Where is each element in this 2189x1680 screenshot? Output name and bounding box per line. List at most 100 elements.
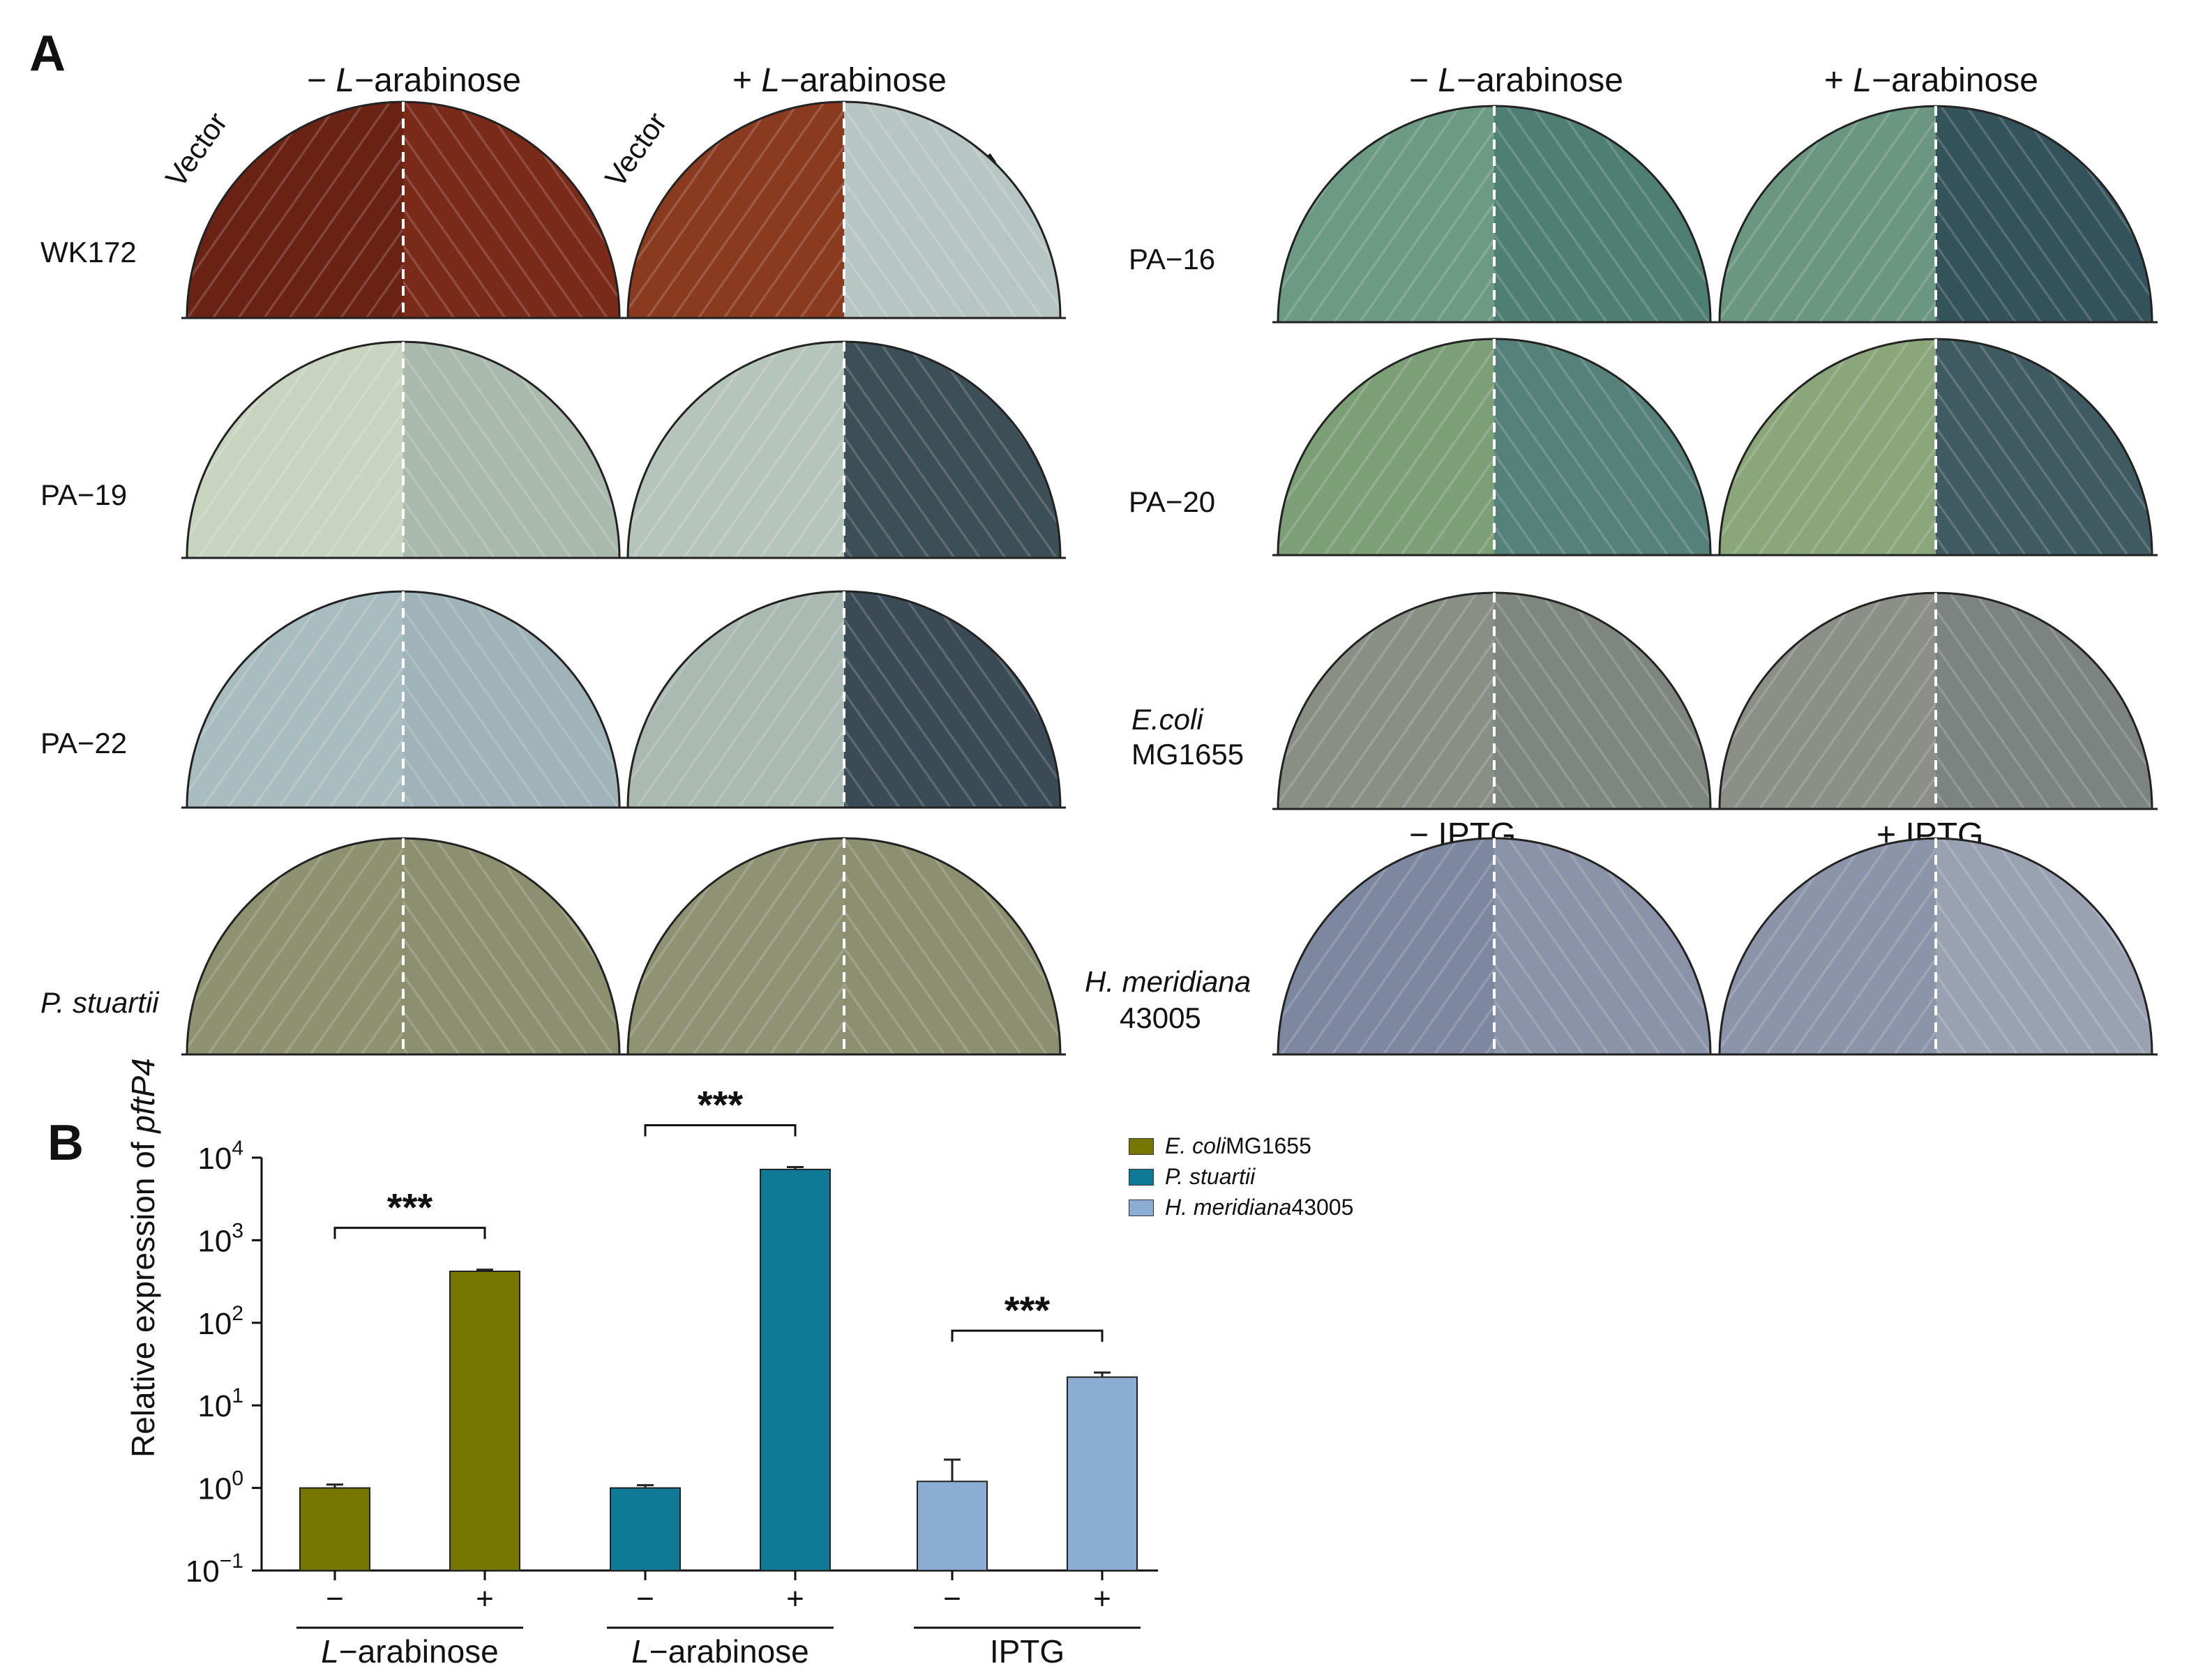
y-axis-label-text: Relative expression of <box>125 1133 161 1458</box>
plate-left-plus-0 <box>622 100 1066 319</box>
condition-minus-arabinose-right: − L−arabinose <box>1409 61 1623 100</box>
plate-right-plus-3-pftp4-streaks <box>1936 838 2152 1054</box>
x-tick-label: − <box>326 1582 344 1616</box>
panel-a-letter: A <box>29 26 66 82</box>
cond-sugar: −arabinose <box>354 62 521 99</box>
legend-swatch <box>1129 1199 1154 1216</box>
y-tick-label: 10−1 <box>186 1550 243 1589</box>
plate-left-minus-2-vector-streaks <box>187 591 403 808</box>
plate-left-minus-0-vector-streaks <box>187 102 403 318</box>
plate-left-plus-1 <box>622 340 1066 559</box>
legend-species: E. coli <box>1165 1133 1226 1158</box>
plate-left-minus-3-pftp4-streaks <box>403 838 619 1054</box>
plate-right-minus-0-vector-streaks <box>1278 106 1494 322</box>
cond-l: L <box>761 62 781 99</box>
plate-right-minus-3-vector-streaks <box>1278 838 1494 1054</box>
cond-sugar: −arabinose <box>1457 62 1623 99</box>
bar-1-1 <box>760 1168 831 1571</box>
row-label-h-meridiana: H. meridiana <box>1085 965 1251 998</box>
row-label-mg1655: MG1655 <box>1131 738 1244 771</box>
x-tick-label: + <box>476 1582 494 1616</box>
plate-right-minus-2-pftp4-streaks <box>1494 593 1710 809</box>
y-axis-label-gene: pftP4 <box>125 1058 161 1133</box>
plate-right-minus-1 <box>1272 338 1716 557</box>
plate-right-plus-0 <box>1714 105 2158 324</box>
x-tick-label: − <box>636 1582 654 1616</box>
plate-right-plus-1-pftp4-streaks <box>1936 339 2152 555</box>
y-tick-exp: −1 <box>220 1550 243 1573</box>
significance-stars: *** <box>387 1186 433 1229</box>
plate-right-plus-0-vector-streaks <box>1720 106 1936 322</box>
legend-swatch <box>1129 1168 1154 1186</box>
plate-right-minus-0 <box>1272 105 1716 324</box>
legend-swatch <box>1129 1137 1154 1155</box>
plate-right-minus-0-pftp4-streaks <box>1494 106 1710 322</box>
treatment-suffix: −arabinose <box>339 1633 499 1670</box>
y-tick-base: 10 <box>197 1472 232 1506</box>
y-tick-label: 103 <box>197 1219 243 1258</box>
cond-sign: − <box>307 62 336 99</box>
row-label-ecoli: E.coli <box>1131 703 1203 736</box>
row-label-wk172: WK172 <box>40 236 137 268</box>
cond-l: L <box>336 62 355 99</box>
plate-left-plus-0-pftp4-streaks <box>844 102 1060 318</box>
x-tick-label: + <box>786 1582 804 1616</box>
treatment-prefix: IPTG <box>990 1633 1065 1670</box>
bar-1-0 <box>610 1487 681 1571</box>
row-label-pa22: PA−22 <box>40 727 128 759</box>
plate-right-plus-3 <box>1714 837 2158 1056</box>
plate-left-plus-3-pftp4-streaks <box>844 838 1060 1054</box>
treatment-suffix: −arabinose <box>649 1633 809 1670</box>
treatment-italic: L <box>321 1633 339 1670</box>
plate-right-plus-2-vector-streaks <box>1720 593 1936 809</box>
condition-plus-arabinose-left: + L−arabinose <box>732 61 947 100</box>
row-label-p-stuartii: P. stuartii <box>40 986 159 1019</box>
legend-item: P. stuartii <box>1129 1164 1255 1190</box>
cond-sugar: −arabinose <box>780 62 947 99</box>
plate-right-plus-2 <box>1714 591 2158 810</box>
y-tick-exp: 2 <box>232 1302 243 1325</box>
agar-plates-figure <box>181 100 2158 1056</box>
condition-minus-arabinose-left: − L−arabinose <box>307 61 521 100</box>
plate-left-minus-2-pftp4-streaks <box>403 591 619 808</box>
plate-right-minus-2-vector-streaks <box>1278 593 1494 809</box>
treatment-label: IPTG <box>990 1633 1065 1670</box>
plate-left-minus-1-vector-streaks <box>187 342 403 558</box>
bar-2-1 <box>1067 1376 1138 1571</box>
legend-item: E. coli MG1655 <box>1129 1133 1311 1159</box>
plate-left-minus-0-pftp4-streaks <box>403 102 619 318</box>
y-tick-label: 102 <box>197 1302 243 1341</box>
condition-plus-arabinose-right: + L−arabinose <box>1824 61 2038 100</box>
plate-right-plus-2-pftp4-streaks <box>1936 593 2152 809</box>
plate-left-plus-2-pftp4-streaks <box>844 591 1060 808</box>
bar-2-0 <box>917 1481 988 1571</box>
x-tick-label: − <box>943 1582 961 1616</box>
plate-left-minus-0 <box>181 100 625 319</box>
plate-left-plus-3 <box>622 837 1066 1056</box>
plate-left-minus-1-pftp4-streaks <box>403 342 619 558</box>
treatment-label: L−arabinose <box>631 1633 809 1670</box>
cond-l: L <box>1438 62 1457 99</box>
significance-stars: *** <box>698 1088 744 1126</box>
plate-left-plus-1-pftp4-streaks <box>844 342 1060 558</box>
y-tick-exp: 0 <box>232 1467 243 1490</box>
y-tick-label: 104 <box>197 1137 243 1176</box>
cond-sugar: −arabinose <box>1872 62 2038 99</box>
row-label-pa16: PA−16 <box>1129 243 1216 275</box>
row-label-pa19: PA−19 <box>40 478 128 511</box>
cond-sign: − <box>1409 62 1438 99</box>
plate-left-minus-1 <box>181 340 625 559</box>
row-label-pa20: PA−20 <box>1129 485 1216 518</box>
plate-right-minus-3-pftp4-streaks <box>1494 838 1710 1054</box>
plate-right-minus-1-pftp4-streaks <box>1494 339 1710 555</box>
plate-left-minus-3 <box>181 837 625 1056</box>
plate-right-plus-1 <box>1714 338 2158 557</box>
y-tick-base: 10 <box>186 1554 220 1589</box>
plate-right-minus-3 <box>1272 837 1716 1056</box>
significance-bracket <box>644 1123 797 1137</box>
plate-right-minus-1-vector-streaks <box>1278 339 1494 555</box>
plate-right-plus-0-pftp4-streaks <box>1936 106 2152 322</box>
plate-left-plus-1-vector-streaks <box>628 342 844 558</box>
legend-strain: 43005 <box>1291 1195 1354 1220</box>
